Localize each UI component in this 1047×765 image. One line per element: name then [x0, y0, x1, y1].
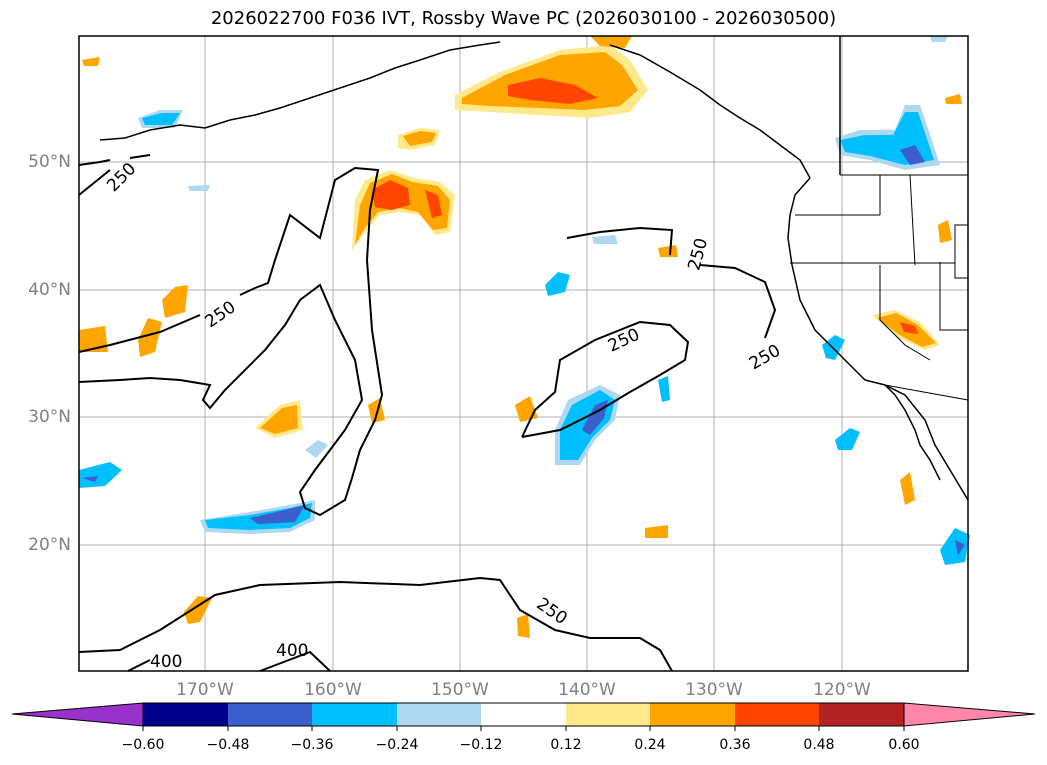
shade-47n-core [372, 180, 410, 210]
contour-label-250-c: 250 [684, 236, 712, 273]
contour-250-center [521, 320, 690, 438]
colorbar-bin-1 [143, 703, 228, 726]
shade-blue-54n-b [142, 113, 180, 125]
shade-blue-23n-core [250, 505, 305, 524]
map-frame [78, 35, 969, 672]
shade-ca-core [900, 322, 918, 334]
colorbar-bin-6 [566, 703, 650, 726]
shade-blue-25n [79, 462, 122, 488]
shade-29n-b [260, 405, 298, 434]
shade-30n-mid [368, 398, 385, 423]
colorbar-bin-9 [819, 703, 904, 726]
shade-56n-tiny [82, 57, 100, 66]
lon-label-160w: 160°W [304, 680, 362, 700]
shade-47n-core2 [425, 190, 442, 218]
shade-blue-28n-right [835, 428, 860, 450]
shade-blue-43n [592, 235, 618, 244]
coastlines [99, 36, 969, 501]
colorbar-label-10: 0.60 [888, 737, 920, 753]
shade-blue-20n-right [940, 528, 970, 565]
lon-label-150w: 150°W [431, 680, 489, 700]
colorbar-label-5: −0.12 [459, 737, 503, 753]
shade-left-40n [162, 285, 188, 318]
coast-aleutians [99, 41, 501, 141]
lon-label-170w: 170°W [176, 680, 234, 700]
border-us-mx [884, 384, 969, 401]
shade-42n-coast [938, 220, 952, 243]
lon-label-130w: 130°W [685, 680, 743, 700]
colorbar-bin-4 [397, 703, 481, 726]
contour-label-250-b: 250 [202, 297, 240, 332]
shade-left-36n [138, 318, 162, 357]
shade-baja [900, 472, 915, 505]
colorbar-bin-8 [735, 703, 819, 726]
shade-blue-32n-small [658, 376, 670, 402]
lat-label-20n: 20°N [28, 535, 71, 555]
shade-15n [184, 596, 212, 624]
colorbar-extend-low [11, 702, 144, 727]
shade-blue-top-right [930, 36, 948, 42]
colorbar-label-9: 0.48 [803, 737, 835, 753]
shade-31n [515, 396, 538, 422]
ivt-shading [79, 36, 970, 638]
shade-blue-26n-small [305, 440, 328, 458]
colorbar-label-6: 0.12 [550, 737, 582, 753]
colorbar [11, 702, 1036, 731]
shade-blue-39n [545, 272, 570, 296]
contour-label-250-e: 250 [746, 341, 784, 375]
border-interior [879, 174, 969, 331]
contour-250-south [78, 576, 673, 672]
contour-label-250-d: 250 [605, 325, 643, 357]
shade-orange-130b [403, 131, 436, 146]
shade-blue-48n [188, 185, 210, 191]
border-ca-nv [879, 265, 931, 361]
shade-blue-25n-core [82, 476, 98, 482]
shade-blue-20n-core [955, 540, 965, 555]
contour-400-a [127, 659, 151, 672]
contour-250-east [699, 264, 777, 339]
colorbar-extend-high [903, 702, 1036, 727]
colorbar-ticks [142, 726, 905, 731]
colorbar-label-3: −0.36 [290, 737, 334, 753]
coast-alaska-south [609, 44, 811, 179]
colorbar-label-7: 0.24 [634, 737, 666, 753]
contour-label-250-a: 250 [103, 159, 140, 196]
shade-15n-b [517, 614, 530, 638]
contour-250-loop-a [78, 166, 384, 517]
borders [790, 174, 969, 401]
contour-label-400-a: 400 [150, 652, 182, 672]
contour-label-400-b: 400 [276, 641, 308, 661]
colorbar-label-4: −0.24 [375, 737, 419, 753]
colorbar-label-8: 0.36 [719, 737, 751, 753]
shade-43n [658, 245, 678, 257]
lat-label-40n: 40°N [28, 280, 71, 300]
lon-label-120w: 120°W [813, 680, 871, 700]
lat-label-30n: 30°N [28, 407, 71, 427]
colorbar-label-1: −0.60 [121, 737, 165, 753]
shade-54n-right [945, 94, 962, 104]
colorbar-bin-3 [312, 703, 397, 726]
coast-bc-west [787, 177, 969, 501]
shade-left-edge [79, 326, 108, 352]
colorbar-bin-2 [228, 703, 312, 726]
contour-250-left [78, 154, 151, 196]
shade-blue-canada-core [900, 145, 925, 165]
colorbar-bin-7 [650, 703, 735, 726]
shade-gulf-alaska-core [508, 78, 598, 104]
contour-400-b [259, 650, 331, 672]
lat-label-50n: 50°N [28, 152, 71, 172]
contour-label-250-f: 250 [533, 594, 571, 629]
shade-21n [645, 525, 668, 538]
lon-label-140w: 140°W [558, 680, 616, 700]
map-title: 2026022700 F036 IVT, Rossby Wave PC (202… [210, 8, 837, 29]
contour-250-gulf [566, 226, 674, 256]
coast-baja [884, 384, 941, 481]
shade-top-orange [590, 36, 632, 48]
colorbar-bin-5 [481, 703, 566, 726]
colorbar-label-2: −0.48 [206, 737, 250, 753]
ivt-contours [78, 154, 777, 672]
colorbar-frame [142, 702, 905, 727]
